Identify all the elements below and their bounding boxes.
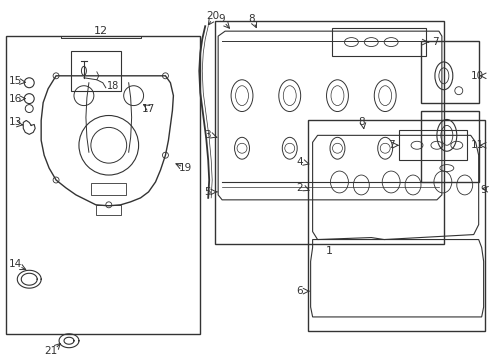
Bar xyxy=(96,205,121,215)
Text: 4: 4 xyxy=(296,157,303,167)
Text: 3: 3 xyxy=(204,130,211,140)
Text: 9: 9 xyxy=(480,185,487,195)
Text: 13: 13 xyxy=(9,117,22,127)
Bar xyxy=(421,41,479,103)
Text: 12: 12 xyxy=(94,26,108,36)
Bar xyxy=(71,51,121,91)
Bar xyxy=(215,21,444,244)
Text: 16: 16 xyxy=(9,94,22,104)
Text: 18: 18 xyxy=(107,81,119,91)
Text: 11: 11 xyxy=(470,140,484,150)
Bar xyxy=(421,111,479,182)
Bar xyxy=(332,28,426,56)
Text: 8: 8 xyxy=(248,14,255,24)
Text: 7: 7 xyxy=(389,140,395,150)
Text: 19: 19 xyxy=(179,163,192,173)
Text: 8: 8 xyxy=(358,117,365,127)
Text: 5: 5 xyxy=(204,187,211,197)
Text: 15: 15 xyxy=(9,76,22,86)
Text: 20: 20 xyxy=(207,11,220,21)
Text: 10: 10 xyxy=(470,71,484,81)
Text: 21: 21 xyxy=(45,346,58,356)
Text: 7: 7 xyxy=(432,37,439,47)
Text: 14: 14 xyxy=(9,259,22,269)
Bar xyxy=(6,36,200,334)
Text: 2: 2 xyxy=(296,183,303,193)
Text: 17: 17 xyxy=(142,104,155,113)
Bar xyxy=(308,121,485,331)
Bar xyxy=(399,130,467,160)
Text: 1: 1 xyxy=(326,247,333,256)
Text: 9: 9 xyxy=(219,14,225,24)
Bar xyxy=(91,183,125,195)
Text: 6: 6 xyxy=(296,286,303,296)
